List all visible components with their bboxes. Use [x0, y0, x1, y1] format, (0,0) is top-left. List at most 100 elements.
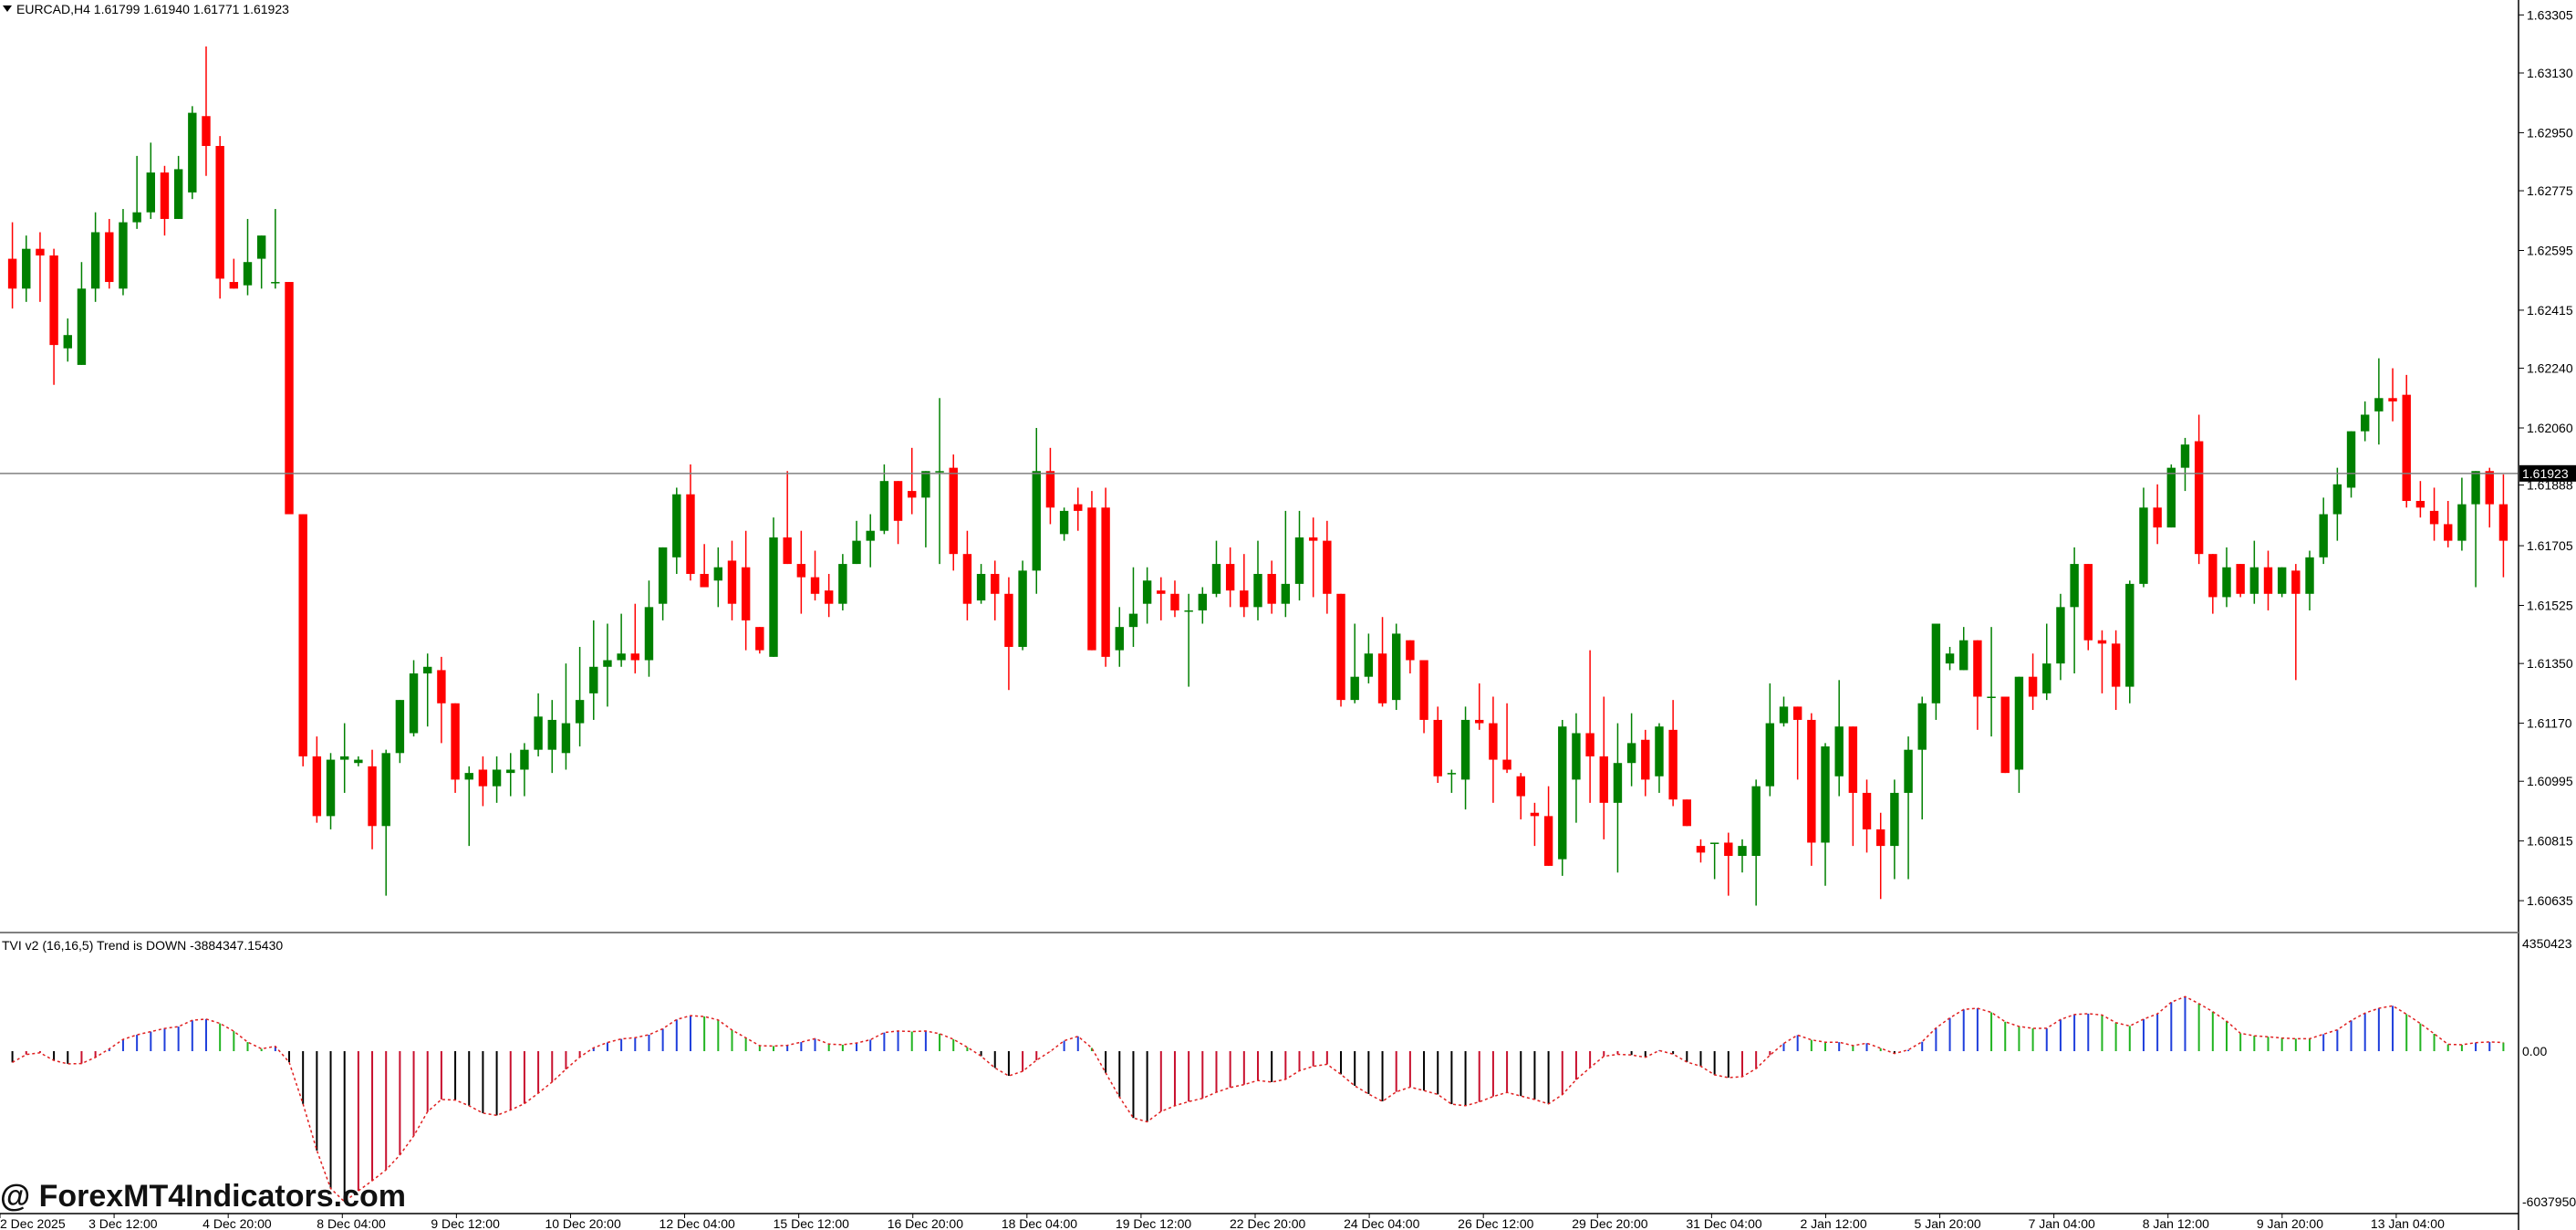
candle: [589, 620, 598, 720]
current-price-label: 1.61923: [2522, 466, 2569, 481]
candle: [1572, 713, 1581, 823]
candle: [2153, 484, 2162, 545]
candle: [561, 663, 571, 770]
current-price-badge: 1.61923: [2519, 464, 2576, 482]
candle: [146, 142, 156, 219]
candle: [381, 749, 390, 896]
time-axis: 2 Dec 2025 3 Dec 12:00 4 Dec 20:00 8 Dec 04…: [0, 1214, 2445, 1230]
time-label: 13 Jan 04:00: [2371, 1216, 2445, 1230]
candle: [1336, 593, 1345, 707]
price-label: 1.62595: [2527, 243, 2573, 257]
candle: [90, 212, 100, 302]
time-label: 16 Dec 20:00: [888, 1216, 963, 1230]
candle: [1419, 660, 1428, 734]
candle: [409, 660, 419, 737]
candle: [1128, 567, 1138, 647]
time-label: 9 Dec 12:00: [431, 1216, 500, 1230]
candle: [437, 656, 446, 744]
price-label: 1.62415: [2527, 303, 2573, 318]
candle: [202, 46, 211, 176]
tvi-histogram: [11, 996, 2505, 1202]
candle: [658, 547, 668, 620]
candle: [949, 454, 958, 571]
candle: [464, 766, 473, 847]
time-label: 18 Dec 04:00: [1002, 1216, 1077, 1230]
candle: [1585, 650, 1594, 803]
candle: [1696, 839, 1706, 863]
symbol-header: EURCAD,H4 1.61799 1.61940 1.61771 1.6192…: [3, 2, 289, 16]
candle: [1392, 623, 1401, 711]
candle: [229, 258, 239, 289]
candle: [1613, 723, 1623, 873]
candle: [686, 464, 695, 581]
candle: [1792, 706, 1802, 780]
candle: [1516, 773, 1525, 820]
price-label: 1.61705: [2527, 538, 2573, 553]
candle: [824, 573, 834, 618]
candle: [1945, 646, 1955, 671]
candle: [962, 530, 972, 620]
candle: [1198, 587, 1208, 624]
candle: [1973, 640, 1982, 730]
candle: [2222, 547, 2231, 608]
candle: [1599, 696, 1608, 839]
candle: [755, 627, 764, 654]
candle: [838, 554, 847, 610]
candle: [1267, 560, 1276, 614]
tvi-indicator-panel[interactable]: TVI v2 (16,16,5) Trend is DOWN -3884347.…: [2, 936, 2576, 1209]
symbol-info: EURCAD,H4 1.61799 1.61940 1.61771 1.6192…: [16, 2, 289, 16]
candle: [2097, 630, 2107, 693]
candle: [991, 560, 1000, 620]
candle: [603, 623, 612, 707]
candle: [2277, 567, 2287, 598]
candle: [2056, 593, 2065, 681]
candle: [852, 520, 861, 565]
price-label: 1.61350: [2527, 656, 2573, 671]
candle: [243, 218, 253, 296]
candle: [1626, 713, 1636, 787]
candle: [1502, 703, 1511, 774]
candle: [2374, 358, 2384, 445]
candle: [1530, 802, 1540, 847]
candle: [506, 753, 515, 797]
time-label: 31 Dec 04:00: [1686, 1216, 1761, 1230]
candle: [879, 464, 889, 535]
price-label: 1.61170: [2527, 716, 2572, 731]
candle: [1240, 554, 1249, 618]
candle: [173, 155, 183, 219]
candle: [2415, 481, 2425, 518]
price-label: 1.62950: [2527, 125, 2573, 140]
candle: [575, 646, 585, 747]
price-panel[interactable]: [0, 46, 2518, 906]
candle: [2429, 487, 2439, 541]
candle: [1308, 517, 1318, 598]
candle: [256, 235, 266, 289]
candle: [1004, 577, 1013, 691]
time-label: 8 Jan 12:00: [2143, 1216, 2209, 1230]
candle: [672, 487, 681, 574]
candle: [1709, 842, 1719, 880]
candle: [2319, 497, 2328, 565]
candle: [700, 544, 709, 588]
candle: [2180, 437, 2190, 492]
time-label: 10 Dec 20:00: [545, 1216, 620, 1230]
candle: [312, 736, 322, 823]
candle: [727, 540, 737, 620]
candle: [1157, 577, 1166, 620]
candle: [298, 514, 307, 766]
candle: [1738, 839, 1747, 873]
candle: [1045, 447, 1055, 525]
candle: [1890, 779, 1899, 880]
dropdown-triangle-icon[interactable]: [3, 5, 12, 12]
candlestick-series: [7, 46, 2508, 906]
candle: [1959, 627, 1968, 671]
candle: [630, 603, 639, 674]
candle: [713, 547, 723, 608]
candle: [1406, 640, 1415, 674]
price-label: 1.60815: [2527, 834, 2573, 849]
candle: [1848, 726, 1858, 847]
candle: [2111, 630, 2121, 711]
candle: [2346, 431, 2356, 498]
